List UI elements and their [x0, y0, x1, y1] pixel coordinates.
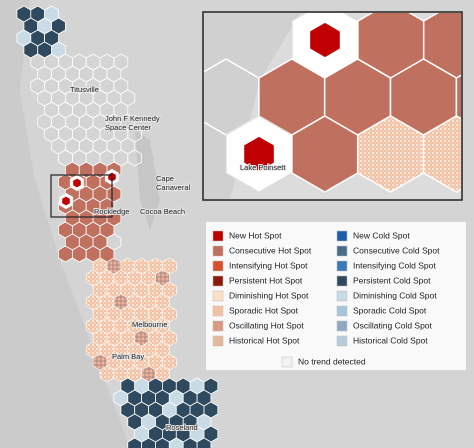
land	[0, 0, 130, 448]
legend-label: Oscillating Hot Spot	[229, 320, 304, 330]
inset-label: Lake Poinsett	[240, 163, 286, 172]
legend: New Hot Spot Consecutive Hot Spot Intensif…	[212, 230, 440, 368]
legend-label: New Hot Spot	[229, 230, 282, 240]
place-label: Titusville	[70, 85, 99, 94]
legend-label: Intensifying Hot Spot	[229, 260, 308, 270]
hex-cell	[141, 437, 156, 448]
legend-swatch	[212, 305, 224, 317]
legend-swatch	[281, 356, 293, 368]
legend-label: Historical Hot Spot	[229, 335, 300, 345]
legend-label: Diminishing Hot Spot	[229, 290, 309, 300]
legend-label: New Cold Spot	[353, 230, 410, 240]
new-hot-spot	[73, 178, 81, 188]
legend-swatch	[212, 245, 224, 257]
hex-cell	[422, 115, 461, 193]
hex-cell	[58, 245, 73, 263]
legend-swatch	[336, 260, 348, 272]
legend-swatch	[212, 275, 224, 287]
legend-label: Sporadic Cold Spot	[353, 305, 427, 315]
legend-label: Diminishing Cold Spot	[353, 290, 437, 300]
hex-cell	[72, 245, 87, 263]
legend-swatch	[212, 230, 224, 242]
new-hot-spot	[244, 136, 274, 172]
hex-grid	[16, 5, 219, 448]
hex-cell	[155, 437, 170, 448]
place-label: Rockledge	[94, 207, 129, 216]
legend-label: Oscillating Cold Spot	[353, 320, 433, 330]
legend-label: Sporadic Hot Spot	[229, 305, 299, 315]
legend-label: Consecutive Hot Spot	[229, 245, 312, 255]
place-label: Roseland	[166, 423, 198, 432]
legend-swatch	[336, 230, 348, 242]
legend-swatch	[336, 290, 348, 302]
place-label: John F Kennedy	[105, 114, 160, 123]
legend-swatch	[336, 245, 348, 257]
inset-extent	[50, 174, 113, 218]
legend-swatch	[212, 290, 224, 302]
place-label: Cocoa Beach	[140, 207, 185, 216]
hex-cell	[127, 149, 143, 167]
legend-swatch	[212, 320, 224, 332]
hex-cell	[127, 437, 143, 448]
legend-swatch	[336, 320, 348, 332]
place-label: Space Center	[105, 123, 151, 132]
legend-label: Intensifying Cold Spot	[353, 260, 436, 270]
legend-swatch	[336, 335, 348, 347]
hex-cell	[168, 437, 184, 448]
legend-label: Consecutive Cold Spot	[353, 245, 440, 255]
legend-swatch	[212, 335, 224, 347]
legend-label: Historical Cold Spot	[353, 335, 428, 345]
legend-label: No trend detected	[298, 356, 366, 366]
inset-map: Lake Poinsett	[202, 11, 463, 201]
legend-label: Persistent Hot Spot	[229, 275, 303, 285]
legend-label: Persistent Cold Spot	[353, 275, 431, 285]
inset-hexes	[204, 13, 461, 193]
legend-background	[206, 222, 466, 370]
place-label: Melbourne	[132, 320, 167, 329]
legend-swatch	[336, 275, 348, 287]
legend-swatch	[212, 260, 224, 272]
new-hot-spot	[310, 22, 340, 58]
new-hot-spot	[62, 196, 70, 206]
place-label: Cape	[156, 174, 174, 183]
legend-swatch	[336, 305, 348, 317]
hex-cell	[196, 437, 212, 448]
place-label: Palm Bay	[112, 352, 144, 361]
hex-cell	[182, 437, 198, 448]
place-label: Canaveral	[156, 183, 191, 192]
